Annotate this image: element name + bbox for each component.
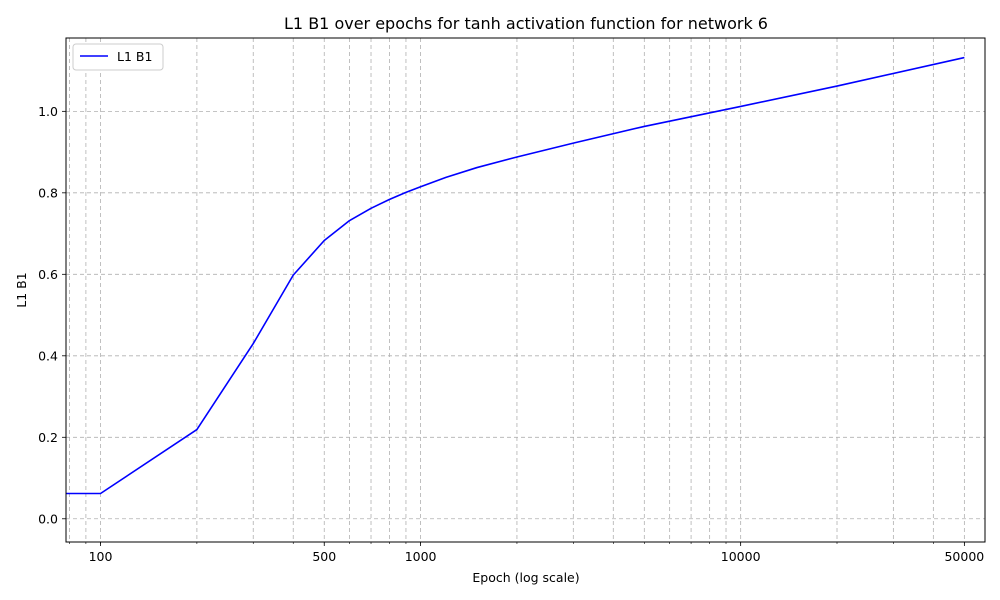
y-tick-label: 1.0 (38, 104, 58, 119)
x-tick-label: 50000 (944, 549, 984, 564)
series-line-l1-b1 (66, 56, 965, 495)
x-tick-label: 500 (312, 549, 336, 564)
y-axis-ticks: 0.0 0.2 0.4 0.6 0.8 1.0 (38, 104, 66, 526)
legend-box (72, 43, 164, 71)
x-axis-label: Epoch (log scale) (472, 570, 579, 585)
plot-frame (65, 37, 986, 543)
grid-lines (66, 38, 985, 542)
y-axis-label: L1 B1 (14, 272, 29, 307)
legend-label-l1-b1: L1 B1 (117, 49, 152, 64)
y-tick-label: 0.6 (38, 267, 58, 282)
y-tick-label: 0.2 (38, 430, 58, 445)
series-lines (66, 56, 965, 495)
x-axis-ticks: 100 500 1000 10000 50000 (69, 542, 984, 564)
x-tick-label: 10000 (721, 549, 761, 564)
x-tick-label: 1000 (405, 549, 437, 564)
chart-title: L1 B1 over epochs for tanh activation fu… (284, 14, 768, 33)
y-tick-label: 0.4 (38, 348, 58, 363)
legend: L1 B1 (72, 43, 164, 71)
y-tick-label: 0.8 (38, 185, 58, 200)
x-tick-label: 100 (89, 549, 113, 564)
y-tick-label: 0.0 (38, 511, 58, 526)
